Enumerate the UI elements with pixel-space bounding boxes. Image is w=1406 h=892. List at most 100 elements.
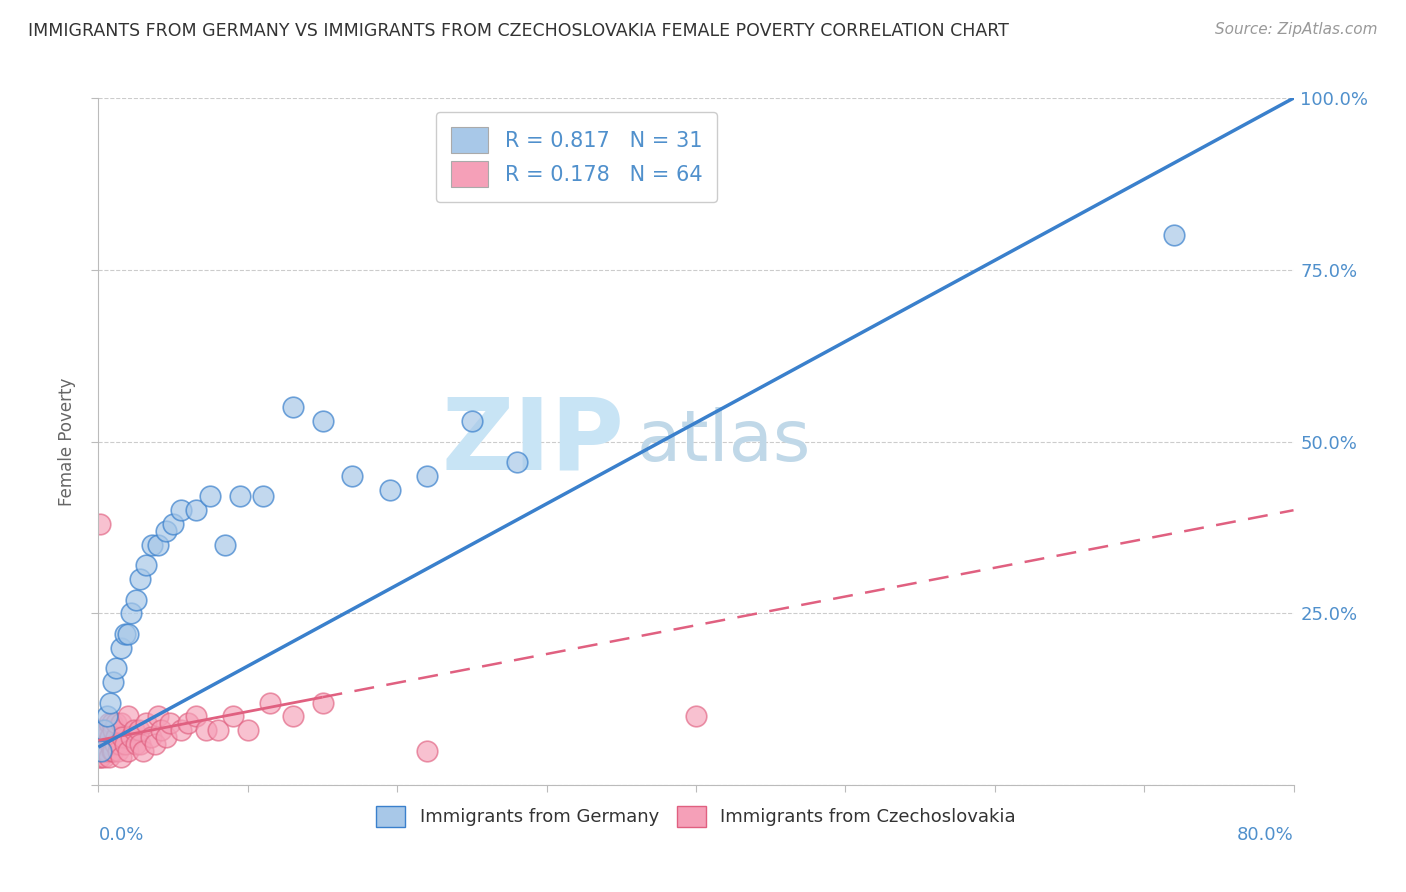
Point [311,414,333,428]
Point [177,716,200,731]
Point [214,537,236,551]
Point [97,750,120,764]
Point [117,627,139,641]
Point [229,490,252,504]
Point [281,709,304,723]
Point [93,723,115,737]
Point [91,744,114,758]
Point [89,737,111,751]
Point [117,744,139,758]
Point [105,730,128,744]
Point [461,414,484,428]
Point [685,709,707,723]
Point [143,737,166,751]
Point [236,723,259,737]
Text: Source: ZipAtlas.com: Source: ZipAtlas.com [1215,22,1378,37]
Point [93,723,115,737]
Point [120,607,142,621]
Text: ZIP: ZIP [441,393,624,490]
Point [90,723,112,737]
Point [105,716,128,731]
Point [89,730,111,744]
Point [416,469,439,483]
Point [155,524,177,538]
Point [110,750,132,764]
Point [98,696,122,710]
Point [97,716,120,731]
Point [311,696,333,710]
Point [124,723,146,737]
Point [416,744,439,758]
Point [111,730,134,744]
Point [96,709,118,723]
Point [184,709,207,723]
Point [93,750,115,764]
Point [89,744,111,758]
Point [98,730,122,744]
Point [125,592,148,607]
Point [104,737,127,751]
Point [169,503,191,517]
Point [90,730,112,744]
Text: IMMIGRANTS FROM GERMANY VS IMMIGRANTS FROM CZECHOSLOVAKIA FEMALE POVERTY CORRELA: IMMIGRANTS FROM GERMANY VS IMMIGRANTS FR… [28,22,1010,40]
Point [150,723,173,737]
Point [94,744,117,758]
Point [103,675,125,690]
Point [90,737,112,751]
Point [103,744,125,758]
Point [139,730,162,744]
Point [96,744,118,758]
Point [90,744,112,758]
Text: atlas: atlas [637,407,811,476]
Point [125,737,148,751]
Point [98,737,122,751]
Point [155,730,177,744]
Point [108,737,131,751]
Point [107,744,129,758]
Point [114,627,136,641]
Point [114,737,136,751]
Point [101,716,124,731]
Point [195,723,218,737]
Point [169,723,191,737]
Point [506,455,529,469]
Point [207,723,229,737]
Point [129,572,152,586]
Y-axis label: Female Poverty: Female Poverty [58,377,76,506]
Point [148,537,170,551]
Point [89,516,111,531]
Point [135,716,157,731]
Point [159,716,181,731]
Point [259,696,281,710]
Point [91,737,114,751]
Point [1163,228,1185,243]
Point [129,737,152,751]
Point [96,723,118,737]
Point [378,483,401,497]
Point [200,490,222,504]
Point [128,723,150,737]
Point [89,750,111,764]
Point [89,737,111,751]
Point [103,723,125,737]
Point [281,400,304,414]
Point [89,750,111,764]
Point [89,744,111,758]
Point [105,661,128,675]
Point [141,537,163,551]
Point [148,709,170,723]
Point [120,730,142,744]
Point [184,503,207,517]
Point [90,744,112,758]
Point [110,640,132,655]
Point [132,744,155,758]
Point [342,469,364,483]
Point [135,558,157,573]
Point [162,516,184,531]
Point [222,709,245,723]
Point [101,744,124,758]
Text: 80.0%: 80.0% [1237,826,1294,844]
Point [94,730,117,744]
Point [252,490,274,504]
Legend: R = 0.817   N = 31, R = 0.178   N = 64: R = 0.817 N = 31, R = 0.178 N = 64 [436,112,717,202]
